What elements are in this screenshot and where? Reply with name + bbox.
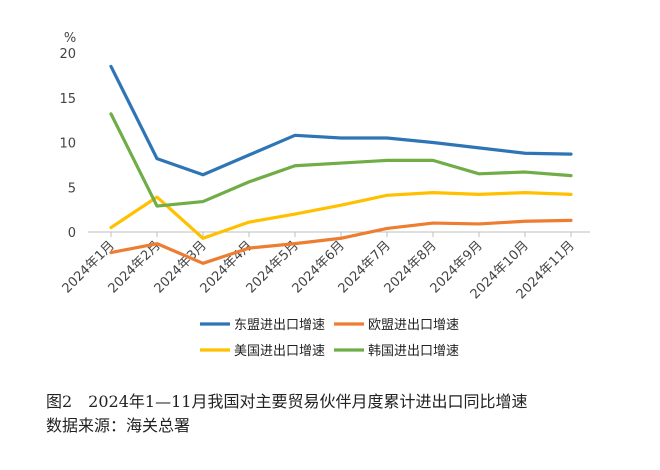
figure-caption-source: 数据来源：海关总署 [46, 416, 191, 435]
series-line-1 [109, 64, 573, 177]
x-axis: 2024年1月2024年2月2024年3月2024年4月2024年5月2024年… [60, 231, 590, 302]
y-tick-label: 20 [59, 47, 76, 62]
y-axis: 20 15 10 5 0% [59, 31, 76, 241]
legend-label: 美国进出口增速 [234, 344, 325, 359]
legend-label: 东盟进出口增速 [234, 318, 325, 333]
legend-label: 欧盟进出口增速 [368, 318, 459, 333]
series-line-3 [109, 191, 573, 240]
y-tick-label: 5 [68, 181, 76, 196]
y-axis-unit-label: % [64, 31, 76, 46]
series-layer [109, 64, 573, 265]
legend-label: 韩国进出口增速 [368, 344, 459, 359]
y-tick-label: 10 [59, 137, 76, 152]
y-tick-label: 0 [68, 226, 76, 241]
y-tick-label: 15 [59, 92, 76, 107]
line-chart: 20 15 10 5 0% 2024年1月2024年2月2024年3月2024年4月20… [59, 31, 590, 359]
figure-caption-title: 图2 2024年1—11月我国对主要贸易伙伴月度累计进出口同比增速 [46, 392, 528, 411]
